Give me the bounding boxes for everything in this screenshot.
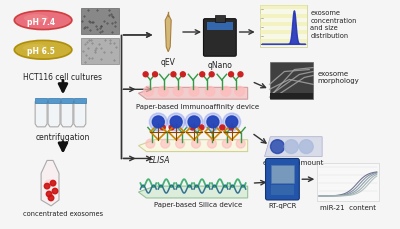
Circle shape — [221, 87, 231, 97]
FancyBboxPatch shape — [270, 185, 294, 195]
Circle shape — [180, 73, 185, 77]
Bar — [215, 16, 225, 23]
Polygon shape — [264, 137, 322, 157]
Circle shape — [143, 73, 148, 77]
Bar — [260, 39, 307, 44]
Circle shape — [167, 114, 185, 131]
Ellipse shape — [14, 41, 72, 60]
Bar — [61, 99, 73, 104]
Circle shape — [185, 114, 203, 131]
Polygon shape — [165, 15, 171, 52]
Circle shape — [235, 87, 245, 97]
Text: exosome
concentration
and size
distribution: exosome concentration and size distribut… — [310, 10, 357, 39]
Ellipse shape — [44, 179, 56, 187]
Circle shape — [146, 140, 155, 148]
Circle shape — [171, 73, 176, 77]
Circle shape — [236, 140, 245, 148]
Bar — [260, 31, 307, 35]
Circle shape — [220, 125, 225, 130]
Circle shape — [199, 125, 204, 130]
Circle shape — [222, 140, 231, 148]
Circle shape — [173, 87, 183, 97]
Circle shape — [209, 73, 214, 77]
Circle shape — [284, 140, 298, 154]
Circle shape — [207, 117, 219, 128]
Text: qNano: qNano — [208, 60, 232, 69]
Circle shape — [143, 87, 153, 97]
Text: pH 6.5: pH 6.5 — [27, 47, 55, 56]
Circle shape — [208, 140, 216, 148]
Text: centrifugation: centrifugation — [36, 132, 90, 141]
Circle shape — [44, 184, 50, 189]
Circle shape — [190, 125, 195, 130]
Bar — [270, 62, 313, 100]
Ellipse shape — [23, 45, 48, 52]
Text: pH 7.4: pH 7.4 — [27, 18, 55, 27]
Circle shape — [149, 114, 167, 131]
Text: RT-qPCR: RT-qPCR — [268, 202, 297, 208]
Text: Paper-based Silica device: Paper-based Silica device — [154, 201, 242, 207]
Circle shape — [152, 73, 158, 77]
Circle shape — [200, 73, 205, 77]
Circle shape — [170, 117, 182, 128]
Bar — [317, 164, 379, 201]
Polygon shape — [138, 186, 248, 198]
Text: exosome amount: exosome amount — [263, 160, 324, 166]
Circle shape — [228, 73, 234, 77]
Text: ELISA: ELISA — [148, 155, 170, 164]
Circle shape — [188, 117, 200, 128]
Circle shape — [52, 188, 58, 194]
Circle shape — [158, 87, 168, 97]
Bar — [260, 23, 307, 27]
Circle shape — [50, 181, 56, 186]
Circle shape — [176, 140, 185, 148]
Bar — [74, 99, 86, 104]
Circle shape — [299, 140, 313, 154]
Circle shape — [270, 140, 284, 154]
Circle shape — [48, 195, 54, 201]
Circle shape — [223, 114, 241, 131]
Polygon shape — [138, 140, 248, 152]
Circle shape — [152, 117, 164, 128]
Circle shape — [229, 125, 234, 130]
Circle shape — [205, 87, 215, 97]
Circle shape — [226, 117, 238, 128]
Text: qEV: qEV — [161, 57, 176, 66]
Circle shape — [238, 73, 243, 77]
Polygon shape — [36, 103, 46, 126]
Circle shape — [192, 140, 200, 148]
Bar — [270, 94, 313, 100]
Bar — [81, 39, 118, 64]
Circle shape — [46, 191, 52, 197]
Text: HCT116 cell cultures: HCT116 cell cultures — [24, 72, 102, 81]
Bar — [207, 23, 233, 31]
Circle shape — [169, 125, 174, 130]
Polygon shape — [62, 103, 72, 126]
Polygon shape — [138, 88, 248, 100]
Ellipse shape — [24, 15, 48, 23]
Text: miR-21  content: miR-21 content — [320, 204, 376, 210]
Bar — [48, 99, 60, 104]
Ellipse shape — [14, 12, 72, 30]
FancyBboxPatch shape — [270, 166, 294, 183]
Text: exosome
morphology: exosome morphology — [317, 70, 359, 83]
Polygon shape — [41, 161, 59, 206]
Bar — [35, 99, 47, 104]
Circle shape — [204, 114, 222, 131]
Bar — [260, 6, 307, 48]
FancyBboxPatch shape — [266, 159, 299, 200]
Circle shape — [160, 125, 165, 130]
Bar — [81, 9, 118, 35]
Polygon shape — [75, 103, 85, 126]
Circle shape — [189, 87, 199, 97]
Bar — [260, 15, 307, 19]
Text: concentrated exosomes: concentrated exosomes — [23, 210, 103, 216]
Circle shape — [161, 140, 170, 148]
FancyBboxPatch shape — [204, 20, 236, 57]
Text: Paper-based Immunoaffinity device: Paper-based Immunoaffinity device — [136, 104, 260, 110]
Bar — [260, 6, 307, 11]
Polygon shape — [49, 103, 59, 126]
